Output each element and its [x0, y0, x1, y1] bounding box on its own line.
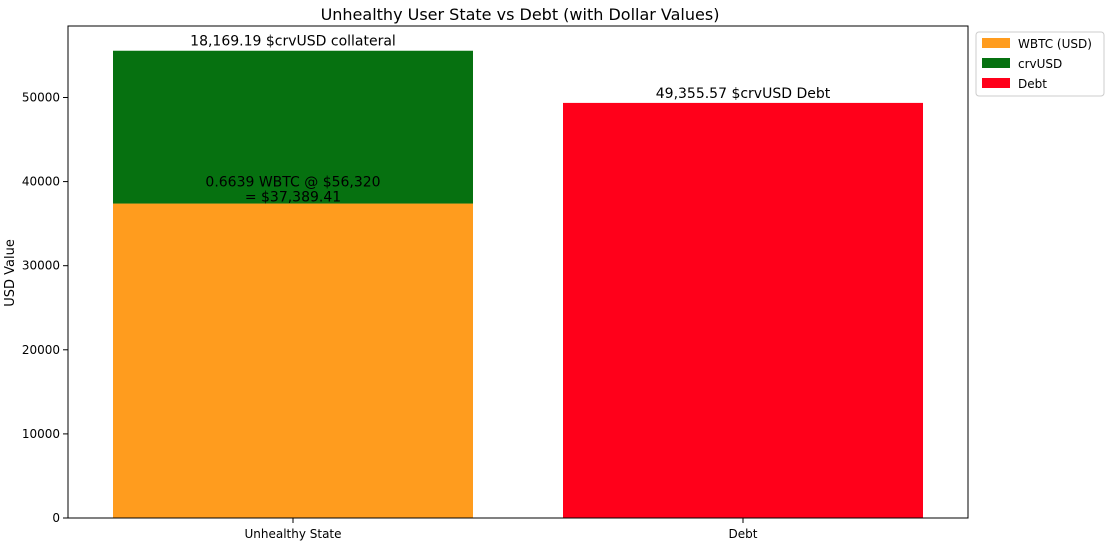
- legend-label: WBTC (USD): [1018, 37, 1092, 51]
- annotation-label: 18,169.19 $crvUSD collateral: [190, 34, 396, 50]
- y-tick-label: 50000: [22, 90, 60, 104]
- legend-swatch: [982, 58, 1010, 68]
- y-tick-label: 0: [52, 511, 60, 525]
- legend-label: Debt: [1018, 77, 1047, 91]
- annotation-label: = $37,389.41: [245, 190, 341, 206]
- y-tick-label: 20000: [22, 343, 60, 357]
- x-tick-label: Debt: [729, 527, 758, 541]
- legend: WBTC (USD) crvUSD Debt: [975, 31, 1105, 97]
- legend-swatch: [982, 78, 1010, 88]
- bar-crvusd-0: [113, 50, 473, 204]
- chart-title: Unhealthy User State vs Debt (with Dolla…: [321, 5, 720, 24]
- bar-wbtc-usd-0: [113, 203, 473, 518]
- y-axis-label: USD Value: [3, 239, 18, 307]
- annotation-label: 49,355.57 $crvUSD Debt: [656, 86, 831, 102]
- plot-area: 0 10000 20000 30000 40000 50000 Unhealthy Stat…: [22, 25, 969, 541]
- y-tick-label: 10000: [22, 427, 60, 441]
- legend-swatch: [982, 38, 1010, 48]
- plot-frame: [67, 25, 969, 519]
- legend-label: crvUSD: [1018, 57, 1062, 71]
- y-tick-label: 30000: [22, 259, 60, 273]
- x-tick-label: Unhealthy State: [244, 527, 341, 541]
- bar-debt-1: [563, 102, 923, 519]
- annotation-label: 0.6639 WBTC @ $56,320: [205, 175, 380, 191]
- y-tick-label: 40000: [22, 175, 60, 189]
